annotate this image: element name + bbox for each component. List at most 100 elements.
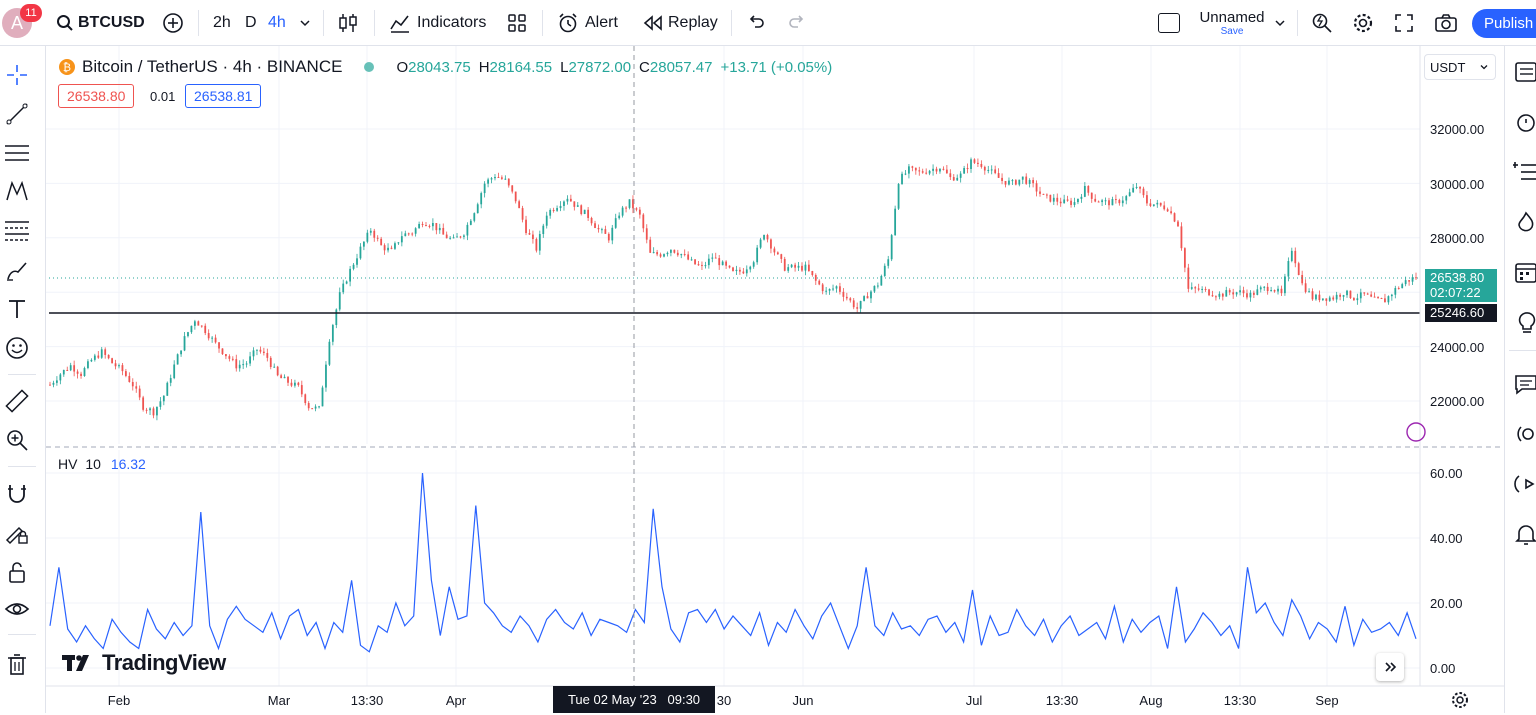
redo-button[interactable]	[787, 8, 807, 38]
calendar-icon[interactable]	[1513, 260, 1536, 284]
ruler-icon[interactable]	[4, 388, 30, 414]
unlock-icon[interactable]	[4, 559, 30, 585]
candle-body	[442, 227, 445, 235]
close-label: C	[639, 58, 650, 76]
candle-body	[614, 218, 617, 228]
text-icon[interactable]	[4, 296, 30, 322]
tradingview-logo[interactable]: TradingView	[62, 650, 226, 676]
candle-body	[835, 286, 838, 289]
settings-button[interactable]	[1352, 8, 1374, 38]
magnet-icon[interactable]	[4, 481, 30, 507]
indicators-button[interactable]: Indicators	[389, 8, 486, 38]
horizontal-lines-icon[interactable]	[4, 140, 30, 166]
symbol-search[interactable]: BTCUSD	[56, 8, 145, 38]
chart-type-button[interactable]	[338, 8, 358, 38]
pattern-icon[interactable]	[4, 178, 30, 204]
scroll-to-realtime-button[interactable]	[1376, 653, 1404, 681]
candle-body	[228, 356, 231, 359]
notifications-bell-icon[interactable]	[1513, 522, 1536, 546]
fullscreen-button[interactable]	[1394, 8, 1414, 38]
candle-body	[1149, 203, 1152, 206]
buy-button[interactable]: 26538.81	[185, 84, 262, 108]
undo-button[interactable]	[746, 8, 766, 38]
fib-icon[interactable]	[4, 217, 30, 243]
candle-body	[200, 325, 203, 327]
chart-canvas[interactable]	[46, 46, 1504, 713]
save-label: Save	[1220, 26, 1244, 37]
hv-legend[interactable]: HV 10 16.32	[58, 456, 146, 472]
low-value: 27872.00	[568, 58, 632, 76]
replay-button[interactable]: Replay	[642, 8, 718, 38]
trend-line-icon[interactable]	[4, 101, 30, 127]
candle-body	[62, 369, 65, 375]
divider	[8, 466, 36, 467]
candle-body	[118, 365, 120, 367]
candle-body	[90, 359, 93, 362]
zoom-in-icon[interactable]	[4, 427, 30, 453]
publish-label: Publish	[1484, 15, 1534, 32]
eye-icon[interactable]	[4, 596, 30, 622]
last-price-value: 26538.80	[1430, 270, 1485, 285]
play-icon[interactable]	[1513, 472, 1536, 496]
axis-settings-button[interactable]	[1450, 690, 1470, 715]
candle-body	[111, 358, 113, 364]
watchlist-icon[interactable]	[1513, 60, 1536, 84]
trash-icon[interactable]	[4, 652, 30, 678]
candle-body	[607, 233, 610, 241]
ideas-bulb-icon[interactable]	[1513, 310, 1536, 334]
time-tick: Apr	[445, 693, 467, 708]
candle-body	[849, 298, 852, 301]
alert-button[interactable]: Alert	[557, 8, 618, 38]
tv-logo-icon	[62, 655, 89, 671]
candle-body	[107, 354, 110, 359]
interval-4h[interactable]: 4h	[268, 8, 286, 38]
candle-body	[138, 388, 141, 398]
candle-body	[1128, 192, 1131, 197]
publish-button[interactable]: Publish	[1472, 9, 1536, 38]
symbol-legend[interactable]: ₿ Bitcoin / TetherUS · 4h · BINANCE O 28…	[58, 56, 832, 78]
candle-body	[494, 176, 496, 179]
candle-body	[1080, 196, 1083, 199]
candle-body	[466, 224, 469, 236]
top-toolbar: A 11 BTCUSD 2h D 4h Indicators Alert Rep…	[0, 0, 1536, 46]
chat-icon[interactable]	[1513, 372, 1536, 396]
templates-button[interactable]	[507, 8, 527, 38]
candle-body	[1263, 286, 1266, 288]
layout-checkbox[interactable]	[1158, 8, 1180, 38]
price-tick: 28000.00	[1430, 231, 1485, 246]
candle-body	[670, 249, 672, 253]
hotlist-icon[interactable]	[1513, 210, 1536, 234]
compare-add-button[interactable]	[162, 8, 184, 38]
alert-marker[interactable]	[1406, 422, 1426, 442]
sell-button[interactable]: 26538.80	[58, 84, 135, 108]
price-tick: 30000.00	[1430, 177, 1485, 192]
divider	[8, 634, 36, 635]
interval-d[interactable]: D	[245, 8, 257, 38]
currency-select[interactable]: USDT	[1424, 54, 1496, 80]
brush-icon[interactable]	[4, 257, 30, 283]
candle-body	[269, 357, 272, 367]
candle-body	[463, 235, 465, 237]
layout-name-button[interactable]: Unnamed Save	[1196, 9, 1268, 39]
divider	[198, 10, 199, 36]
candle-body	[459, 236, 462, 238]
lock-drawing-icon[interactable]	[4, 520, 30, 546]
interval-dropdown[interactable]	[299, 8, 311, 38]
candle-body	[390, 247, 393, 249]
layout-dropdown[interactable]	[1274, 8, 1286, 38]
candle-body	[504, 178, 507, 180]
candle-body	[1125, 196, 1128, 201]
buy-price: 26538.81	[194, 88, 253, 104]
crosshair-icon[interactable]	[4, 62, 30, 88]
emoji-icon[interactable]	[4, 335, 30, 361]
streams-icon[interactable]	[1513, 422, 1536, 446]
snapshot-button[interactable]	[1434, 8, 1458, 38]
interval-2h[interactable]: 2h	[213, 8, 231, 38]
candle-body	[839, 286, 841, 292]
alerts-icon[interactable]	[1513, 110, 1536, 134]
candle-body	[473, 213, 476, 221]
candle-body	[859, 300, 862, 309]
quick-search-button[interactable]	[1311, 8, 1333, 38]
candle-body	[345, 281, 348, 284]
object-tree-icon[interactable]	[1513, 160, 1536, 184]
